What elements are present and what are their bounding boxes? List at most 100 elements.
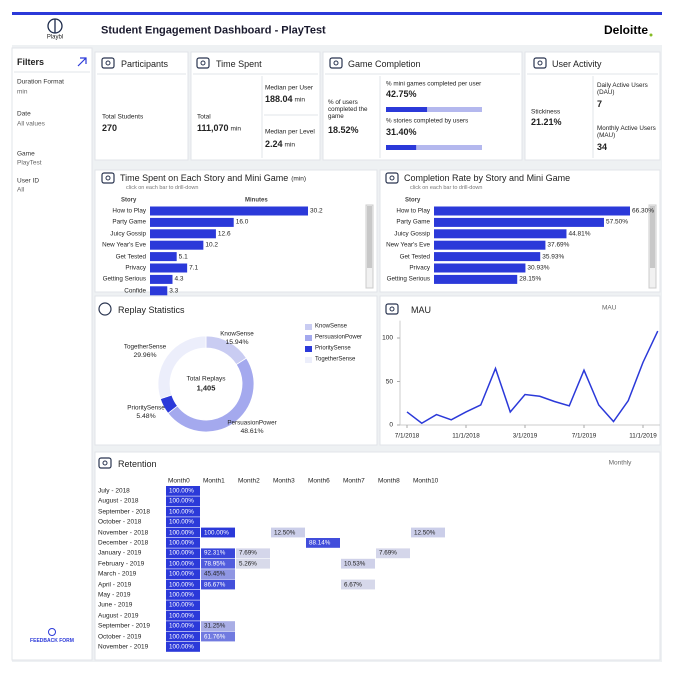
- kpi-value: 31.40%: [386, 126, 417, 137]
- heat-cell: [166, 579, 200, 590]
- legend-swatch: [305, 357, 312, 363]
- cell-label: 88.14%: [309, 539, 331, 547]
- kpi-value: 18.52%: [328, 124, 359, 135]
- filter-value: min: [17, 88, 28, 96]
- bar: [434, 274, 518, 284]
- kpi-label: Stickiness: [531, 108, 561, 116]
- scrollbar-thumb: [367, 206, 372, 268]
- kpi-value: 111,070: [197, 122, 229, 133]
- brand: Deloitte: [603, 23, 648, 38]
- cell-label: 100.00%: [169, 570, 194, 578]
- kpi-value: 42.75%: [386, 88, 417, 99]
- bar: [434, 252, 541, 262]
- bar-label: New Year's Eve: [102, 241, 146, 249]
- bar-label: Get Tested: [115, 252, 146, 260]
- icon: [98, 302, 112, 316]
- panel-title: Game Completion: [348, 58, 421, 69]
- bar-label: Get Tested: [399, 252, 430, 260]
- icon: [98, 457, 112, 469]
- row-label: November - 2019: [98, 643, 149, 651]
- icon: [385, 303, 399, 315]
- chart-title: Completion Rate by Story and Mini Game: [404, 172, 571, 183]
- icon: [333, 60, 339, 66]
- cell-label: 100.00%: [169, 487, 194, 495]
- data-label: 5.1: [178, 252, 188, 260]
- icon: [105, 175, 111, 181]
- chart-subtitle: click on each bar to drill-down: [126, 184, 199, 191]
- cell-label: 100.00%: [169, 622, 194, 630]
- cell-label: 100.00%: [169, 508, 194, 516]
- bar: [434, 217, 604, 227]
- cell-label: 31.25%: [204, 622, 226, 630]
- icon: [200, 60, 206, 66]
- heat-cell: [166, 548, 200, 559]
- bar: [150, 263, 188, 273]
- cell-label: 6.67%: [344, 580, 362, 588]
- data-label: 16.0: [235, 218, 249, 226]
- bar-label: Getting Serious: [386, 275, 430, 283]
- icon: [196, 57, 210, 69]
- row-label: November - 2018: [98, 528, 149, 536]
- data-label: 30.2: [310, 207, 323, 215]
- legend-label: PrioritySense: [315, 345, 351, 352]
- row-label: August - 2019: [98, 612, 139, 620]
- y-tick-label: 100: [382, 334, 393, 342]
- kpi-unit: min: [284, 141, 296, 149]
- data-label: 66.30%: [632, 207, 655, 215]
- bar: [150, 229, 216, 239]
- progress-track: [386, 107, 482, 112]
- cell-label: 7.69%: [239, 549, 257, 557]
- row-label: February - 2019: [98, 560, 145, 568]
- chart-title: Replay Statistics: [118, 304, 185, 315]
- cell-label: 5.26%: [239, 560, 257, 568]
- bar-label: New Year's Eve: [386, 241, 430, 249]
- panel-title: User Activity: [552, 58, 602, 69]
- center-value: 1,405: [196, 383, 216, 393]
- heat-cell: [166, 527, 200, 538]
- heat-cell: [236, 548, 270, 559]
- chart-title: Retention: [118, 458, 157, 469]
- bar-label: Juicy Gossip: [110, 230, 146, 238]
- column-header: Month1: [203, 477, 225, 485]
- feedback-link[interactable]: FEEDBACK FORM: [30, 638, 74, 645]
- bar: [434, 240, 546, 250]
- icon: [533, 57, 547, 69]
- cell-label: 100.00%: [169, 549, 194, 557]
- column-header: Month6: [308, 477, 330, 485]
- panel-title: Time Spent: [216, 58, 262, 69]
- cell-label: 100.00%: [204, 528, 229, 536]
- cell-label: 92.31%: [204, 549, 226, 557]
- granularity-label: Monthly: [608, 459, 632, 467]
- column-header: Month10: [413, 477, 439, 485]
- filter-label: Date: [17, 110, 31, 118]
- center-label: Total Replays: [186, 375, 226, 383]
- bar-label: Juicy Gossip: [394, 230, 430, 238]
- kpi-label: % of users completed the game: [328, 99, 368, 121]
- cell-label: 86.67%: [204, 580, 226, 588]
- kpi-value: 188.04: [265, 93, 293, 104]
- heat-cell: [411, 527, 445, 538]
- slice-value: 5.48%: [136, 413, 156, 421]
- data-label: 37.69%: [547, 241, 570, 249]
- donut-slice: [157, 335, 207, 400]
- row-label: January - 2019: [98, 549, 142, 557]
- heat-cell: [271, 527, 305, 538]
- panel-title: Participants: [121, 58, 169, 69]
- kpi-value: 7: [597, 98, 603, 109]
- brand-dot: [649, 33, 653, 37]
- slice-value: 29.96%: [133, 352, 157, 360]
- cell-label: 100.00%: [169, 497, 194, 505]
- data-label: 4.3: [174, 275, 184, 283]
- chart-unit: (min): [291, 175, 307, 183]
- collapse-icon: [77, 57, 87, 67]
- slice-label: PrioritySense: [127, 404, 165, 412]
- chart-title: MAU: [411, 304, 431, 315]
- heat-cell: [166, 558, 200, 569]
- column-header: Month3: [273, 477, 295, 485]
- heat-cell: [166, 496, 200, 507]
- progress-bar: [386, 145, 417, 150]
- heat-cell: [166, 600, 200, 611]
- column-header: Story: [405, 197, 421, 204]
